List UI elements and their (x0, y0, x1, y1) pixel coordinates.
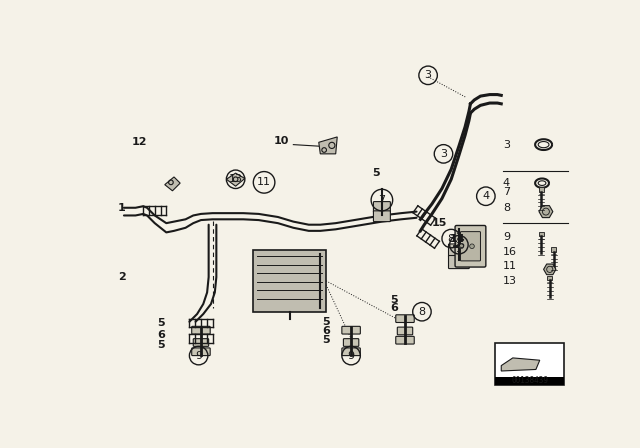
Text: 5: 5 (323, 317, 330, 327)
Text: 4: 4 (503, 178, 510, 188)
Text: 2: 2 (118, 272, 125, 282)
Circle shape (459, 244, 463, 249)
Text: 8: 8 (419, 307, 426, 317)
Bar (495, 377, 564, 385)
Text: 13: 13 (503, 276, 516, 286)
FancyBboxPatch shape (192, 326, 210, 334)
FancyBboxPatch shape (455, 225, 486, 267)
FancyBboxPatch shape (192, 348, 210, 356)
Text: 3: 3 (503, 140, 510, 150)
Text: 8: 8 (503, 203, 510, 213)
Text: 13: 13 (228, 174, 243, 184)
Text: 9: 9 (348, 351, 355, 361)
FancyBboxPatch shape (344, 339, 359, 346)
Polygon shape (319, 137, 337, 154)
FancyBboxPatch shape (449, 255, 469, 269)
Text: 7: 7 (503, 187, 510, 198)
Text: 11: 11 (503, 261, 516, 271)
Text: 5: 5 (157, 340, 164, 350)
Text: 14: 14 (449, 233, 465, 244)
Circle shape (470, 244, 474, 249)
Text: 12: 12 (132, 137, 147, 147)
Bar (539, 232, 544, 236)
FancyBboxPatch shape (373, 202, 390, 212)
Bar (551, 247, 556, 252)
FancyBboxPatch shape (396, 315, 414, 323)
Text: 7: 7 (378, 195, 385, 205)
Bar (253, 250, 326, 312)
Text: 5: 5 (372, 168, 380, 178)
FancyBboxPatch shape (460, 232, 481, 261)
Text: 5: 5 (157, 318, 164, 328)
Text: 6: 6 (390, 303, 398, 313)
Text: 4: 4 (483, 191, 490, 201)
Polygon shape (501, 358, 540, 371)
FancyBboxPatch shape (342, 326, 360, 334)
FancyBboxPatch shape (495, 343, 564, 385)
Text: 3: 3 (424, 70, 431, 80)
Text: 6: 6 (157, 330, 165, 340)
Text: 5: 5 (323, 335, 330, 345)
Text: 8: 8 (447, 233, 455, 244)
Text: 10: 10 (274, 136, 289, 146)
Text: 5: 5 (390, 295, 398, 305)
Text: 15: 15 (432, 218, 447, 228)
Text: 00138439: 00138439 (511, 376, 548, 385)
Text: 6: 6 (323, 326, 330, 336)
Text: 9: 9 (503, 232, 510, 242)
Bar (456, 229, 477, 263)
FancyBboxPatch shape (373, 211, 390, 222)
Text: 1: 1 (118, 203, 125, 213)
Text: 9: 9 (195, 351, 202, 361)
FancyBboxPatch shape (396, 336, 414, 344)
Text: 3: 3 (440, 149, 447, 159)
Bar (539, 187, 544, 192)
Polygon shape (164, 177, 180, 191)
Text: 16: 16 (452, 240, 466, 250)
Text: 11: 11 (257, 177, 271, 187)
FancyBboxPatch shape (449, 244, 469, 257)
FancyBboxPatch shape (397, 327, 413, 335)
Bar (547, 276, 552, 280)
FancyBboxPatch shape (193, 339, 209, 346)
Text: 16: 16 (503, 247, 516, 258)
FancyBboxPatch shape (342, 348, 360, 356)
Polygon shape (227, 173, 245, 186)
